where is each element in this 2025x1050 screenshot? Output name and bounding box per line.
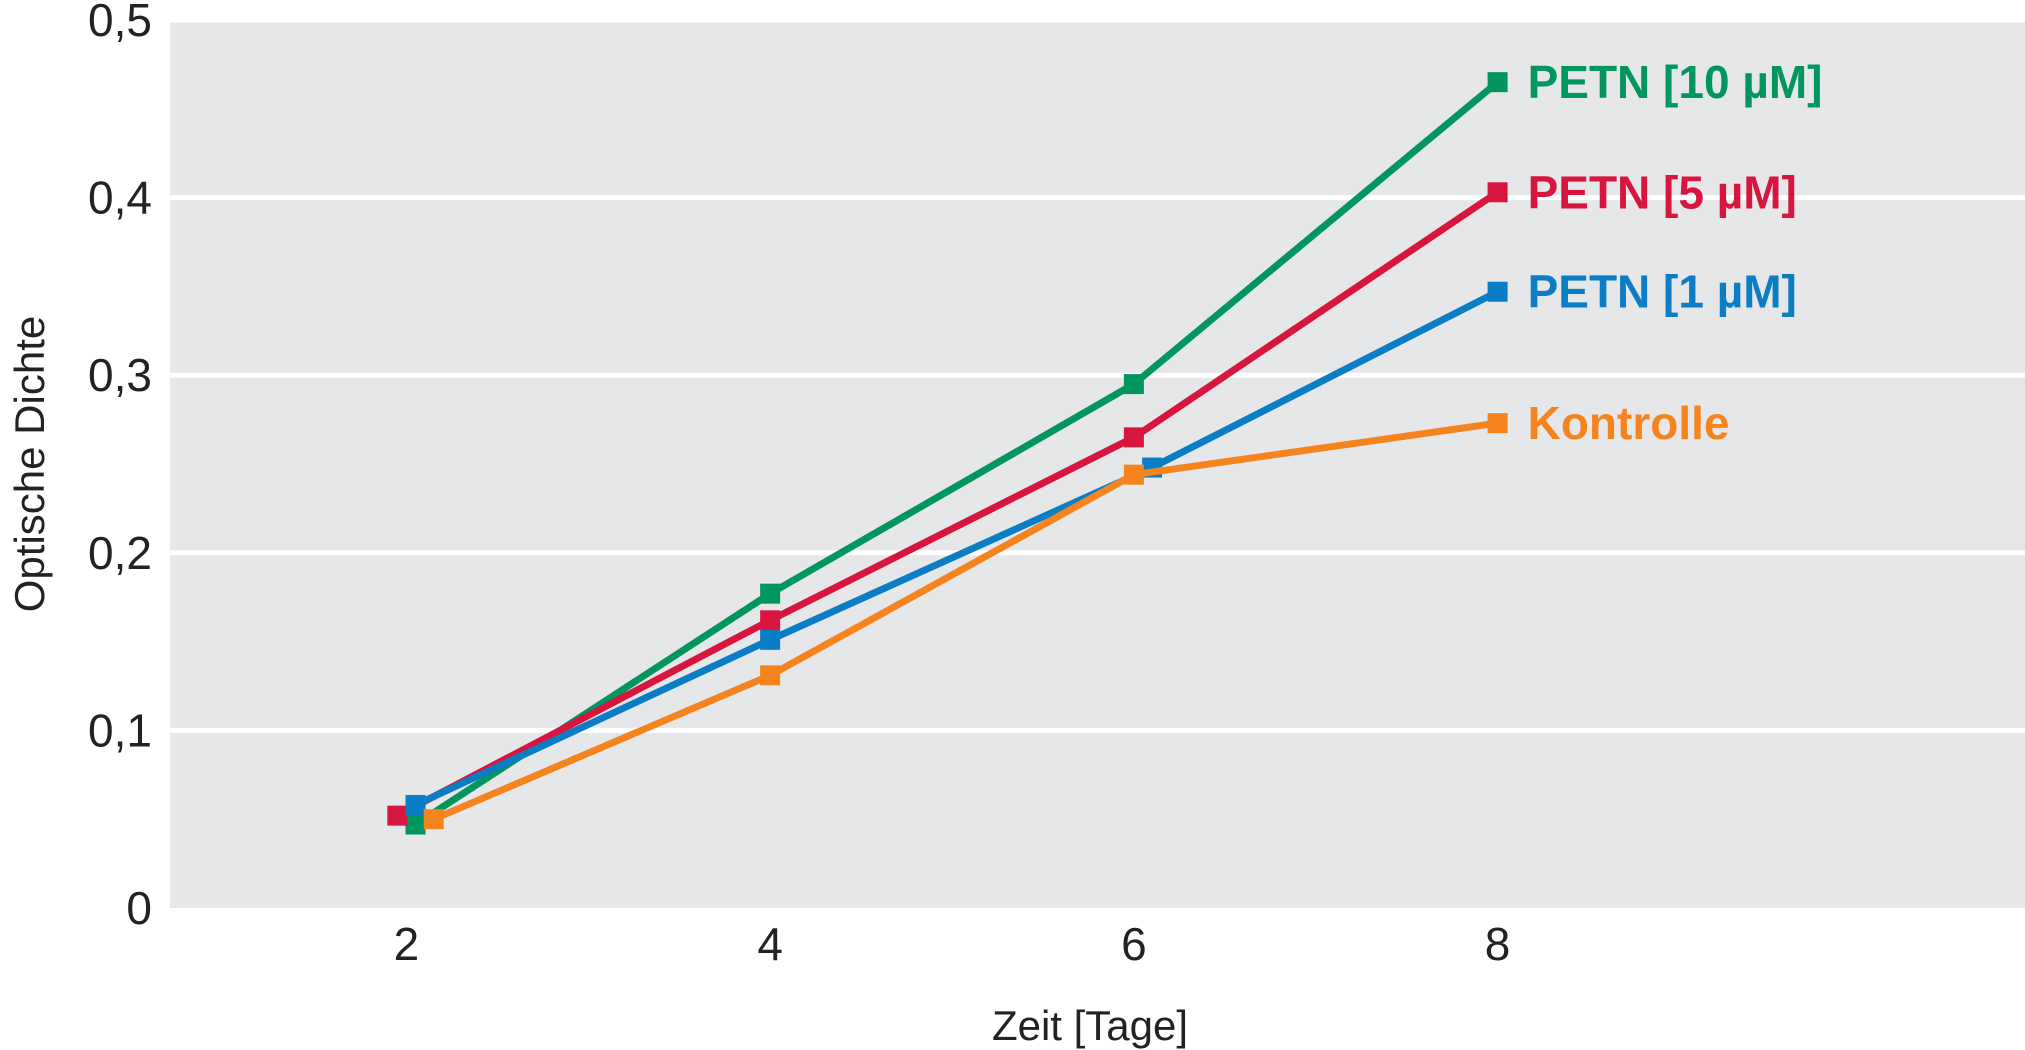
x-axis-ticks: 2 4 6 8 <box>394 908 1511 970</box>
y-tick-label: 0,3 <box>88 349 152 401</box>
x-tick-label: 2 <box>394 918 420 970</box>
x-tick-label: 4 <box>757 918 783 970</box>
x-tick-label: 8 <box>1485 918 1511 970</box>
series-petn-10-m <box>405 72 1508 835</box>
series-line <box>432 419 1499 823</box>
y-tick-label: 0,5 <box>88 0 152 46</box>
y-axis-title: Optische Dichte <box>6 316 53 612</box>
legend-label: PETN [1 µM] <box>1528 266 1797 318</box>
series-petn-5-m <box>387 182 1508 826</box>
data-point-marker <box>405 814 426 835</box>
data-point-marker <box>1487 72 1508 93</box>
data-point-marker <box>760 583 781 604</box>
data-point-marker <box>387 805 408 826</box>
legend-label: PETN [10 µM] <box>1528 56 1823 108</box>
y-tick-label: 0,4 <box>88 172 152 224</box>
data-point-marker <box>1123 374 1144 395</box>
legend-label: Kontrolle <box>1528 397 1730 449</box>
series-line <box>414 288 1500 809</box>
data-point-marker <box>1487 413 1508 434</box>
data-point-marker <box>405 794 426 815</box>
data-point-marker <box>423 809 444 830</box>
gridlines <box>170 17 2025 733</box>
data-point-marker <box>760 665 781 686</box>
series-line <box>413 79 1500 828</box>
y-tick-label: 0,1 <box>88 704 152 756</box>
data-point-marker <box>1123 464 1144 485</box>
data-point-marker <box>760 629 781 650</box>
data-point-marker <box>1487 281 1508 302</box>
y-axis-ticks: 0 0,1 0,2 0,3 0,4 0,5 <box>88 0 152 934</box>
y-tick-label: 0 <box>126 882 152 934</box>
data-point-marker <box>1487 182 1508 203</box>
data-point-marker <box>1123 427 1144 448</box>
series-kontrolle <box>423 413 1508 830</box>
legend: PETN [10 µM] PETN [5 µM] PETN [1 µM] Kontro… <box>1528 56 1823 449</box>
data-point-marker <box>760 610 781 631</box>
x-tick-label: 6 <box>1121 918 1147 970</box>
x-axis-title: Zeit [Tage] <box>992 1002 1188 1049</box>
series-group <box>387 72 1508 835</box>
legend-label: PETN [5 µM] <box>1528 166 1797 218</box>
plot-background <box>170 20 2025 908</box>
series-line <box>395 189 1500 819</box>
y-tick-label: 0,2 <box>88 527 152 579</box>
